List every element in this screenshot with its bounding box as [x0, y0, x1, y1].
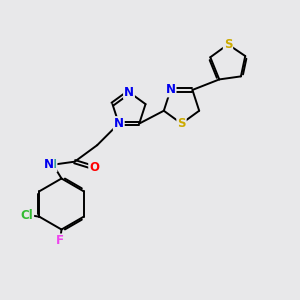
- Text: S: S: [224, 38, 232, 51]
- Text: F: F: [56, 234, 64, 248]
- Text: O: O: [89, 161, 99, 174]
- Text: H: H: [46, 158, 56, 171]
- Text: S: S: [177, 117, 186, 130]
- Text: Cl: Cl: [20, 209, 33, 222]
- Text: N: N: [114, 117, 124, 130]
- Text: N: N: [124, 85, 134, 99]
- Text: N: N: [44, 158, 54, 171]
- Text: N: N: [166, 83, 176, 97]
